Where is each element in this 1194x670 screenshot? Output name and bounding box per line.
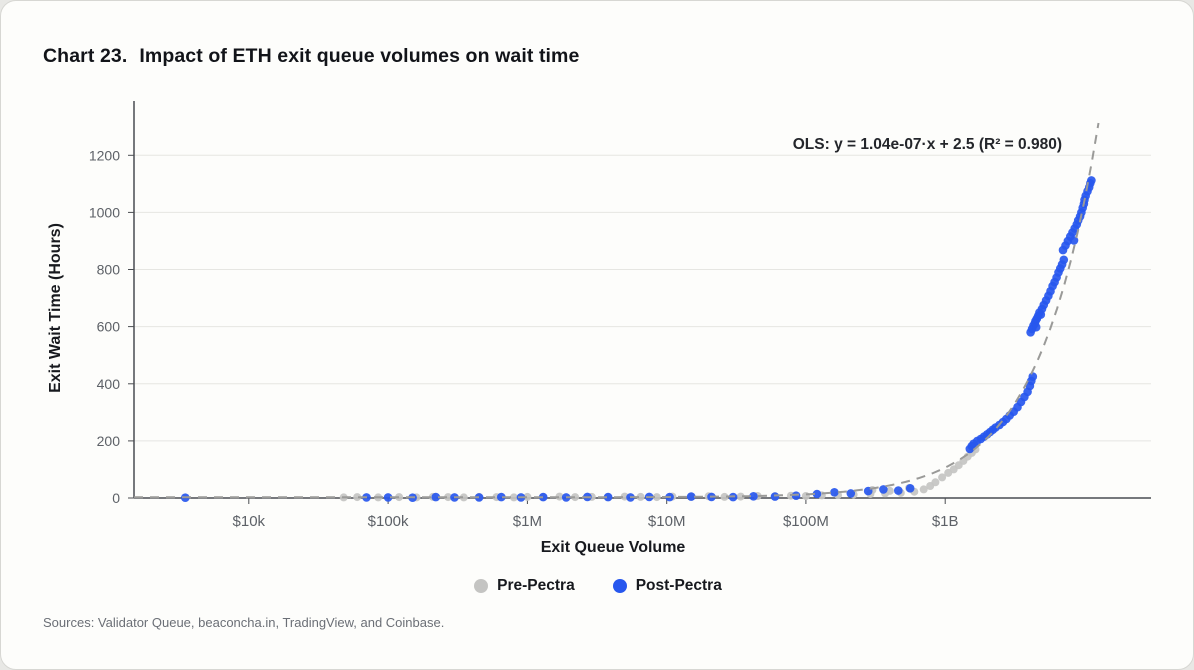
- data-point: [497, 492, 506, 502]
- data-point: [636, 492, 645, 501]
- data-point: [1028, 372, 1038, 381]
- x-tick-label: $100M: [783, 513, 829, 530]
- scatter-plot: $10k $100k $1M $10M $100M $1B 0 200 400 600 800 100…: [89, 101, 1151, 530]
- data-point: [894, 486, 903, 495]
- axes: $10k $100k $1M $10M $100M $1B 0 200 400 600 800 100…: [89, 101, 1151, 530]
- y-tick-label: 1200: [89, 147, 120, 163]
- chart-heading: Impact of ETH exit queue volumes on wait…: [139, 45, 580, 67]
- data-point: [509, 493, 518, 502]
- data-point: [444, 493, 453, 502]
- data-point: [830, 488, 839, 497]
- data-point: [905, 484, 915, 493]
- y-tick-label: 0: [112, 490, 120, 506]
- legend-item-pre-pectra: Pre-Pectra: [474, 577, 575, 595]
- y-tick-label: 800: [97, 262, 121, 278]
- data-point: [474, 493, 484, 502]
- legend-label-post-pectra: Post-Pectra: [635, 577, 722, 594]
- data-point: [383, 493, 393, 502]
- y-tick-label: 1000: [89, 204, 120, 220]
- data-point: [770, 492, 780, 501]
- ols-annotation: OLS: y = 1.04e-07·x + 2.5 (R² = 0.980): [792, 136, 1062, 153]
- data-point: [846, 489, 856, 498]
- data-point: [538, 492, 548, 502]
- data-point: [1069, 236, 1079, 245]
- data-point: [801, 492, 810, 500]
- data-point: [919, 485, 928, 494]
- x-tick-label: $10M: [648, 513, 686, 530]
- series-post-pectra: [181, 176, 1096, 503]
- data-point: [885, 486, 894, 495]
- x-tick-label: $10k: [233, 513, 266, 530]
- data-point: [353, 493, 362, 502]
- x-axis-label: Exit Queue Volume: [540, 539, 686, 556]
- data-point: [749, 492, 758, 501]
- data-point: [603, 492, 613, 502]
- chart-title: Chart 23. Impact of ETH exit queue volume…: [43, 45, 579, 68]
- data-point: [812, 489, 822, 499]
- gridlines: [134, 154, 1151, 499]
- data-point: [555, 492, 564, 501]
- data-point: [431, 492, 441, 502]
- data-point: [938, 473, 947, 482]
- y-tick-label: 400: [97, 376, 121, 392]
- data-point: [879, 485, 888, 494]
- post-pectra-dot-icon: [612, 579, 627, 593]
- data-point: [931, 478, 940, 487]
- source-note: Sources: Validator Queue, beaconcha.in, …: [43, 615, 445, 630]
- pre-pectra-dot-icon: [474, 579, 489, 593]
- data-point: [523, 492, 532, 501]
- y-tick-label: 600: [97, 319, 121, 335]
- legend-item-post-pectra: Post-Pectra: [612, 577, 722, 595]
- data-point: [395, 493, 404, 502]
- data-point: [686, 492, 696, 501]
- legend: Pre-Pectra Post-Pectra: [1, 577, 1193, 595]
- ols-trendline: [134, 122, 1100, 499]
- data-point: [1087, 176, 1096, 185]
- x-tick-label: $100k: [368, 513, 409, 530]
- data-point: [459, 493, 468, 502]
- data-point: [652, 493, 661, 502]
- data-point: [1031, 322, 1041, 332]
- chart-number: Chart 23.: [43, 45, 128, 67]
- x-tick-label: $1M: [513, 513, 542, 530]
- data-point: [736, 492, 745, 501]
- data-point: [571, 493, 580, 502]
- x-tick-label: $1B: [932, 513, 959, 530]
- data-point: [720, 492, 729, 501]
- legend-label-pre-pectra: Pre-Pectra: [497, 577, 575, 594]
- y-tick-label: 200: [97, 433, 121, 449]
- data-point: [1059, 255, 1069, 265]
